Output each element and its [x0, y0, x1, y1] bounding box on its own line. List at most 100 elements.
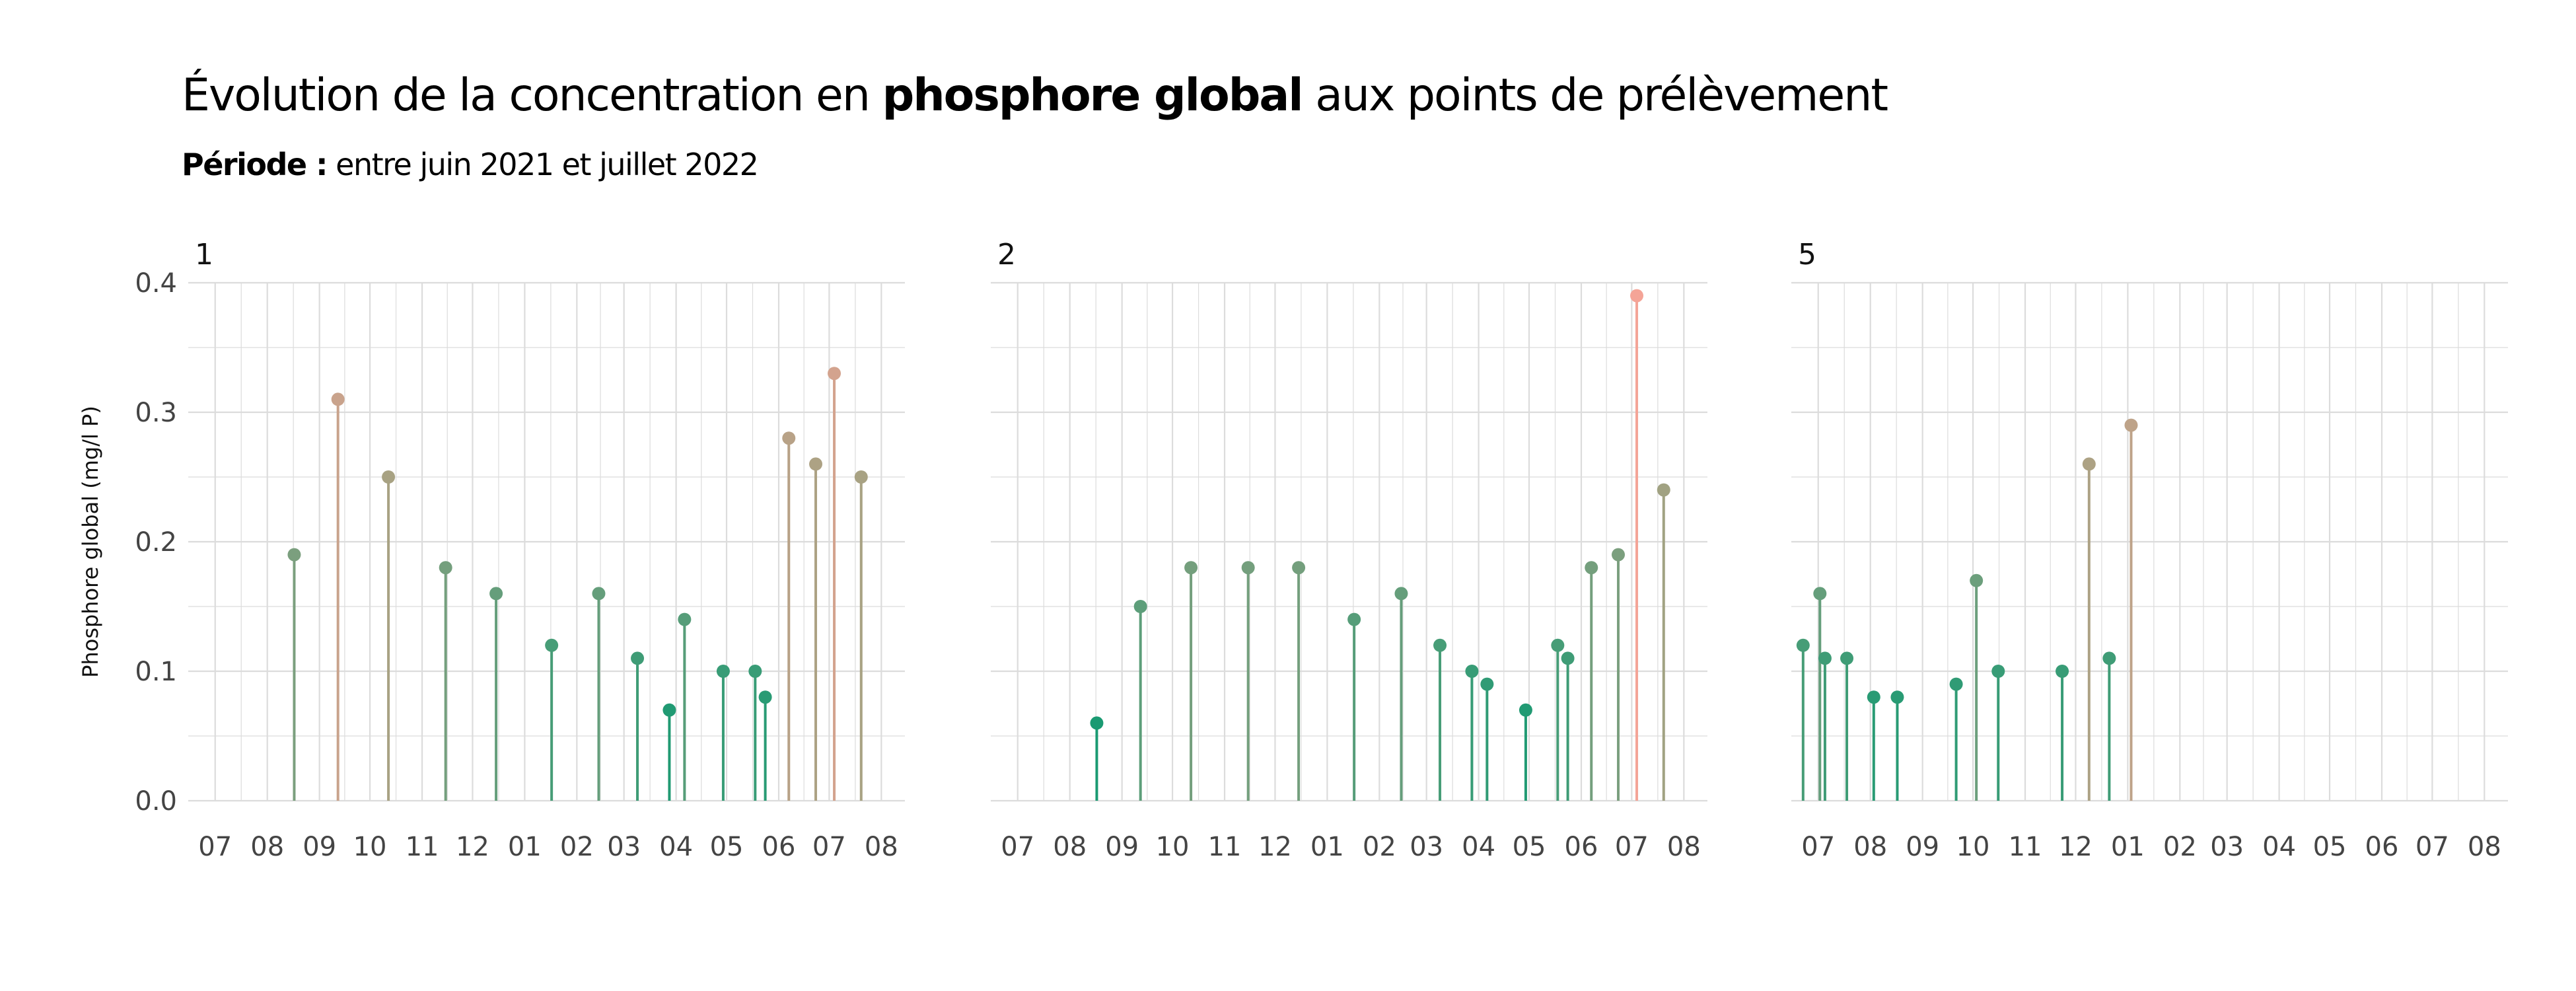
x-tick-label: 01: [2111, 832, 2145, 862]
x-tick-label: 05: [710, 832, 744, 862]
lollipop-point: [1433, 638, 1447, 652]
lollipop-point: [545, 638, 559, 652]
panel-label: 1: [195, 238, 213, 272]
lollipop-point: [1630, 289, 1644, 303]
y-tick-label: 0.1: [135, 657, 177, 687]
x-tick-label: 12: [1258, 832, 1292, 862]
x-tick-label: 07: [812, 832, 846, 862]
lollipop-point: [592, 587, 606, 601]
lollipop-point: [854, 470, 868, 484]
y-tick-label: 0.0: [135, 786, 177, 817]
panel-2: 07 08 09 10 11 12 01 02 03 04 05 06 07 08 2: [991, 238, 1707, 862]
lollipop-point: [1241, 561, 1255, 575]
lollipop-point: [382, 470, 396, 484]
chart-title: Évolution de la concentration en phospho…: [182, 69, 1888, 122]
x-tick-label: 08: [250, 832, 284, 862]
lollipop-point: [758, 690, 772, 704]
lollipop-point: [1480, 677, 1494, 691]
x-tick-label: 07: [1615, 832, 1649, 862]
panel-5: 07 08 09 10 11 12 01 02 03 04 05 06 07 08 5: [1791, 238, 2508, 862]
x-tick-label: 11: [1208, 832, 1242, 862]
lollipop-point: [716, 665, 730, 678]
lollipop-point: [489, 587, 503, 601]
x-tick-label: 07: [1001, 832, 1034, 862]
x-tick-label: 09: [1906, 832, 1939, 862]
x-tick-label: 06: [1565, 832, 1598, 862]
title-part-2: aux points de prélèvement: [1302, 69, 1888, 122]
lollipop-point: [2082, 457, 2096, 471]
lollipop-point: [1813, 587, 1827, 601]
lollipop-point: [662, 703, 676, 717]
lollipop-point: [1585, 561, 1598, 575]
x-tick-label: 08: [1667, 832, 1701, 862]
x-tick-label: 08: [865, 832, 898, 862]
lollipop-point: [809, 457, 823, 471]
lollipop-point: [828, 367, 841, 381]
x-tick-label: 04: [2262, 832, 2296, 862]
y-axis-title: Phosphore global (mg/l P): [78, 406, 103, 678]
lollipop-point: [287, 548, 301, 562]
lollipop-point: [1347, 612, 1361, 626]
subtitle-text: entre juin 2021 et juillet 2022: [327, 147, 759, 182]
x-tick-label: 12: [2059, 832, 2093, 862]
lollipop-point: [2056, 665, 2069, 678]
lollipop-point: [1551, 638, 1565, 652]
subtitle-bold-part: Période :: [182, 147, 328, 182]
lollipop-point: [1949, 677, 1963, 691]
x-tick-label: 06: [2365, 832, 2399, 862]
x-tick-label: 03: [607, 832, 641, 862]
y-tick-label: 0.3: [135, 398, 177, 428]
lollipop-point: [1090, 716, 1104, 730]
chart-subtitle: Période : entre juin 2021 et juillet 202…: [182, 147, 759, 182]
lollipop-point: [1991, 665, 2005, 678]
panel-label: 5: [1798, 238, 1816, 272]
lollipop-point: [1561, 651, 1575, 665]
x-tick-label: 09: [303, 832, 336, 862]
x-tick-label: 07: [2415, 832, 2449, 862]
x-tick-label: 07: [198, 832, 232, 862]
lollipop-point: [2102, 651, 2116, 665]
panel-label: 2: [997, 238, 1016, 272]
x-tick-label: 01: [508, 832, 542, 862]
x-tick-label: 05: [1513, 832, 1546, 862]
x-tick-label: 02: [560, 832, 594, 862]
panel-1: 07 08 09 10 11 12 01 02 03 04 05 06 07 08 1 0.0 0.1 0.2 0.…: [78, 238, 905, 862]
title-part-1: Évolution de la concentration en: [182, 69, 882, 122]
x-tick-label: 10: [1156, 832, 1190, 862]
x-tick-label: 04: [1462, 832, 1495, 862]
x-tick-label: 03: [2210, 832, 2244, 862]
lollipop-point: [331, 392, 345, 406]
x-tick-label: 11: [406, 832, 439, 862]
x-tick-label: 05: [2313, 832, 2347, 862]
x-tick-label: 07: [1801, 832, 1835, 862]
x-tick-label: 02: [1363, 832, 1396, 862]
title-bold-part: phosphore global: [882, 69, 1304, 122]
x-tick-label: 11: [2009, 832, 2042, 862]
x-tick-label: 08: [2468, 832, 2501, 862]
x-tick-label: 01: [1310, 832, 1344, 862]
lollipop-point: [1867, 690, 1880, 704]
lollipop-point: [1890, 690, 1904, 704]
lollipop-point: [1818, 651, 1832, 665]
lollipop-point: [1612, 548, 1626, 562]
lollipop-point: [1394, 587, 1408, 601]
lollipop-point: [439, 561, 452, 575]
lollipop-point: [782, 431, 796, 445]
x-tick-label: 08: [1053, 832, 1087, 862]
lollipop-point: [1133, 600, 1147, 613]
x-tick-label: 10: [1956, 832, 1990, 862]
lollipop-point: [1184, 561, 1198, 575]
x-tick-label: 03: [1410, 832, 1443, 862]
x-tick-label: 08: [1853, 832, 1887, 862]
lollipop-point: [1465, 665, 1479, 678]
lollipop-point: [1840, 651, 1854, 665]
x-tick-label: 06: [762, 832, 796, 862]
x-tick-label: 09: [1105, 832, 1139, 862]
lollipop-point: [631, 651, 645, 665]
y-tick-label: 0.2: [135, 527, 177, 558]
lollipop-point: [1970, 573, 1984, 587]
lollipop-point: [1796, 638, 1810, 652]
lollipop-point: [1519, 703, 1532, 717]
y-tick-label: 0.4: [135, 268, 177, 299]
